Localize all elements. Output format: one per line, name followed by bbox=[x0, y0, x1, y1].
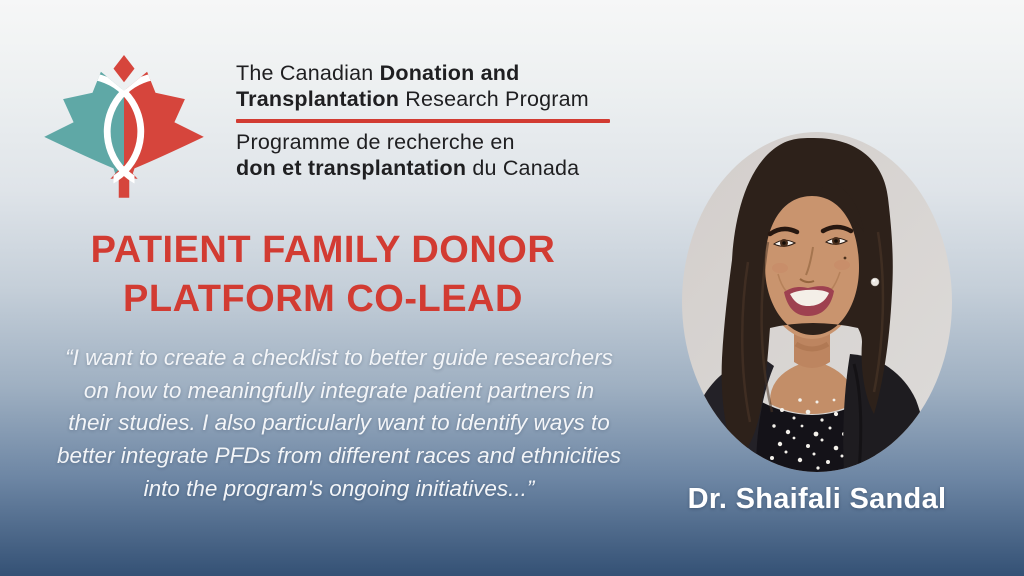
logo-text-regular: du Canada bbox=[466, 156, 580, 180]
logo-wordmark: The Canadian Donation and Transplantatio… bbox=[236, 60, 626, 181]
logo-text-bold: Transplantation bbox=[236, 87, 400, 111]
facial-features bbox=[767, 224, 854, 316]
logo-line-en-1: The Canadian Donation and bbox=[236, 60, 626, 86]
logo-text-bold: don et transplantation bbox=[236, 156, 467, 180]
logo-text-regular: Programme de recherche en bbox=[236, 130, 515, 154]
maple-leaf-fish-logo-icon bbox=[44, 55, 204, 198]
logo-text-bold: Donation and bbox=[379, 61, 520, 85]
logo-text-regular: Research Program bbox=[399, 87, 589, 111]
quote-text: “I want to create a checklist to better … bbox=[56, 345, 622, 501]
logo-divider bbox=[236, 119, 610, 123]
portrait-photo bbox=[682, 132, 952, 472]
logo-line-fr-2: don et transplantation du Canada bbox=[236, 155, 626, 181]
logo-line-fr-1: Programme de recherche en bbox=[236, 129, 626, 155]
hair bbox=[721, 138, 893, 462]
logo-text-regular: The Canadian bbox=[236, 61, 380, 85]
role-title: PATIENT FAMILY DONOR PLATFORM CO-LEAD bbox=[90, 229, 556, 321]
person-name: Dr. Shaifali Sandal bbox=[687, 483, 947, 515]
pearl-earring bbox=[870, 277, 880, 287]
logo-line-en-2: Transplantation Research Program bbox=[236, 86, 626, 112]
